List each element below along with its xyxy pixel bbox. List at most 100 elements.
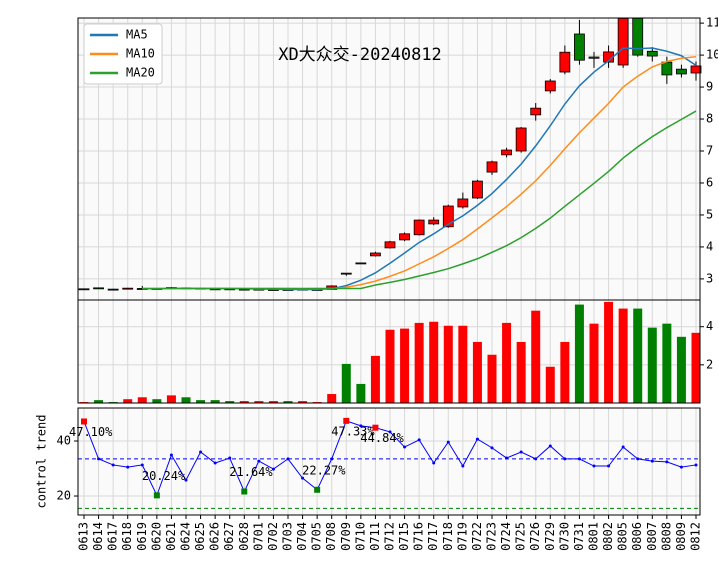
annotation-marker — [241, 488, 248, 495]
x-tick-label: 0809 — [674, 522, 688, 551]
volume-bar — [196, 400, 206, 403]
trend-point — [563, 457, 567, 461]
volume-bar — [181, 397, 191, 403]
volume-bar — [123, 399, 133, 403]
x-tick-label: 0627 — [222, 522, 236, 551]
y-tick-label: 6 — [706, 175, 713, 189]
trend-point — [650, 459, 654, 463]
trend-point — [607, 464, 611, 468]
axes-frame — [77, 407, 701, 516]
volume-bar — [443, 325, 453, 403]
volume-bar — [604, 301, 614, 403]
candle-body — [501, 149, 512, 156]
x-tick-label: 0624 — [179, 522, 193, 551]
candle-body — [107, 288, 119, 291]
volume-bar — [502, 322, 512, 403]
x-tick-label: 0723 — [485, 522, 499, 551]
x-tick-label: 0620 — [149, 522, 163, 551]
x-tick-label: 0801 — [587, 522, 601, 551]
y-tick-label: 7 — [706, 144, 713, 158]
x-tick-label: 0812 — [689, 522, 703, 551]
x-tick-label: 0726 — [528, 522, 542, 551]
volume-bar — [618, 308, 628, 403]
candle-body — [515, 127, 527, 152]
trend-point — [679, 465, 683, 469]
candle-body — [442, 205, 454, 228]
candle-body — [78, 288, 90, 291]
volume-bar — [458, 325, 468, 403]
volume-bar — [298, 401, 308, 403]
chart-title: XD大众交-20240812 — [278, 45, 442, 65]
trend-point — [184, 478, 188, 482]
volume-bar — [210, 400, 220, 403]
candle-body — [340, 272, 352, 275]
candle-body — [93, 287, 104, 290]
y-tick-label: 5 — [706, 207, 713, 221]
trend-point — [519, 450, 523, 454]
y-tick-label: 4 — [706, 239, 713, 253]
volume-bar — [560, 341, 570, 403]
y-axis-label: control trend — [35, 415, 49, 509]
volume-bar — [137, 397, 147, 403]
volume-bar — [385, 329, 395, 403]
trend-point — [228, 456, 232, 460]
annotation-label: 22.27% — [302, 463, 346, 477]
trend-point — [97, 457, 101, 461]
x-tick-label: 0717 — [426, 522, 440, 551]
x-tick-label: 0731 — [572, 522, 586, 551]
trend-point — [446, 440, 450, 444]
x-tick-label: 0621 — [164, 522, 178, 551]
annotation-marker — [372, 424, 379, 431]
x-tick-label: 0719 — [455, 522, 469, 551]
x-tick-label: 0626 — [208, 522, 222, 551]
x-tick-label: 0808 — [659, 522, 673, 551]
volume-bar — [676, 336, 686, 403]
ma-line — [142, 110, 697, 290]
volume-bar — [356, 383, 366, 403]
x-tick-label: 0709 — [339, 522, 353, 551]
annotation-marker — [343, 417, 350, 424]
trend-point — [432, 461, 436, 465]
annotation-marker — [314, 486, 321, 493]
trend-point — [359, 424, 363, 428]
legend-box — [83, 23, 163, 85]
annotation-label: 21.64% — [229, 465, 273, 479]
x-tick-label: 0807 — [645, 522, 659, 551]
plot-area — [78, 408, 700, 515]
candle-body — [428, 219, 440, 225]
candle-body — [384, 241, 396, 249]
volume-bar — [414, 322, 424, 403]
legend: MA5 MA10 MA20 — [83, 23, 163, 85]
candle-body — [544, 80, 556, 92]
trend-point — [534, 457, 538, 461]
x-tick-label: 0718 — [441, 522, 455, 551]
x-tick-label: 0716 — [412, 522, 426, 551]
trend-point — [271, 467, 275, 471]
candle-body — [646, 50, 658, 57]
volume-bar — [268, 401, 278, 403]
trend-point — [475, 437, 479, 441]
x-tick-label: 0618 — [120, 522, 134, 551]
x-tick-label: 0702 — [266, 522, 280, 551]
trend-point — [490, 446, 494, 450]
volume-bar — [691, 332, 701, 403]
candle-body — [399, 233, 410, 241]
y-tick-label: 11 — [706, 16, 718, 30]
trend-point — [621, 445, 625, 449]
volume-bar — [633, 308, 643, 403]
trend-point — [403, 445, 407, 449]
volume-bar — [254, 401, 264, 403]
trend-point — [301, 476, 305, 480]
y-tick-label: 8 — [706, 112, 713, 126]
trend-point — [257, 459, 261, 463]
trend-point — [592, 464, 596, 468]
volume-bar — [574, 304, 584, 403]
candle-body — [617, 17, 629, 66]
candle-body — [661, 61, 673, 76]
candle-body — [530, 107, 542, 116]
trend-point — [169, 453, 173, 457]
y-tick-label: 3 — [706, 271, 713, 285]
y-tick-label: 2 — [706, 357, 713, 371]
x-tick-label: 0729 — [543, 522, 557, 551]
